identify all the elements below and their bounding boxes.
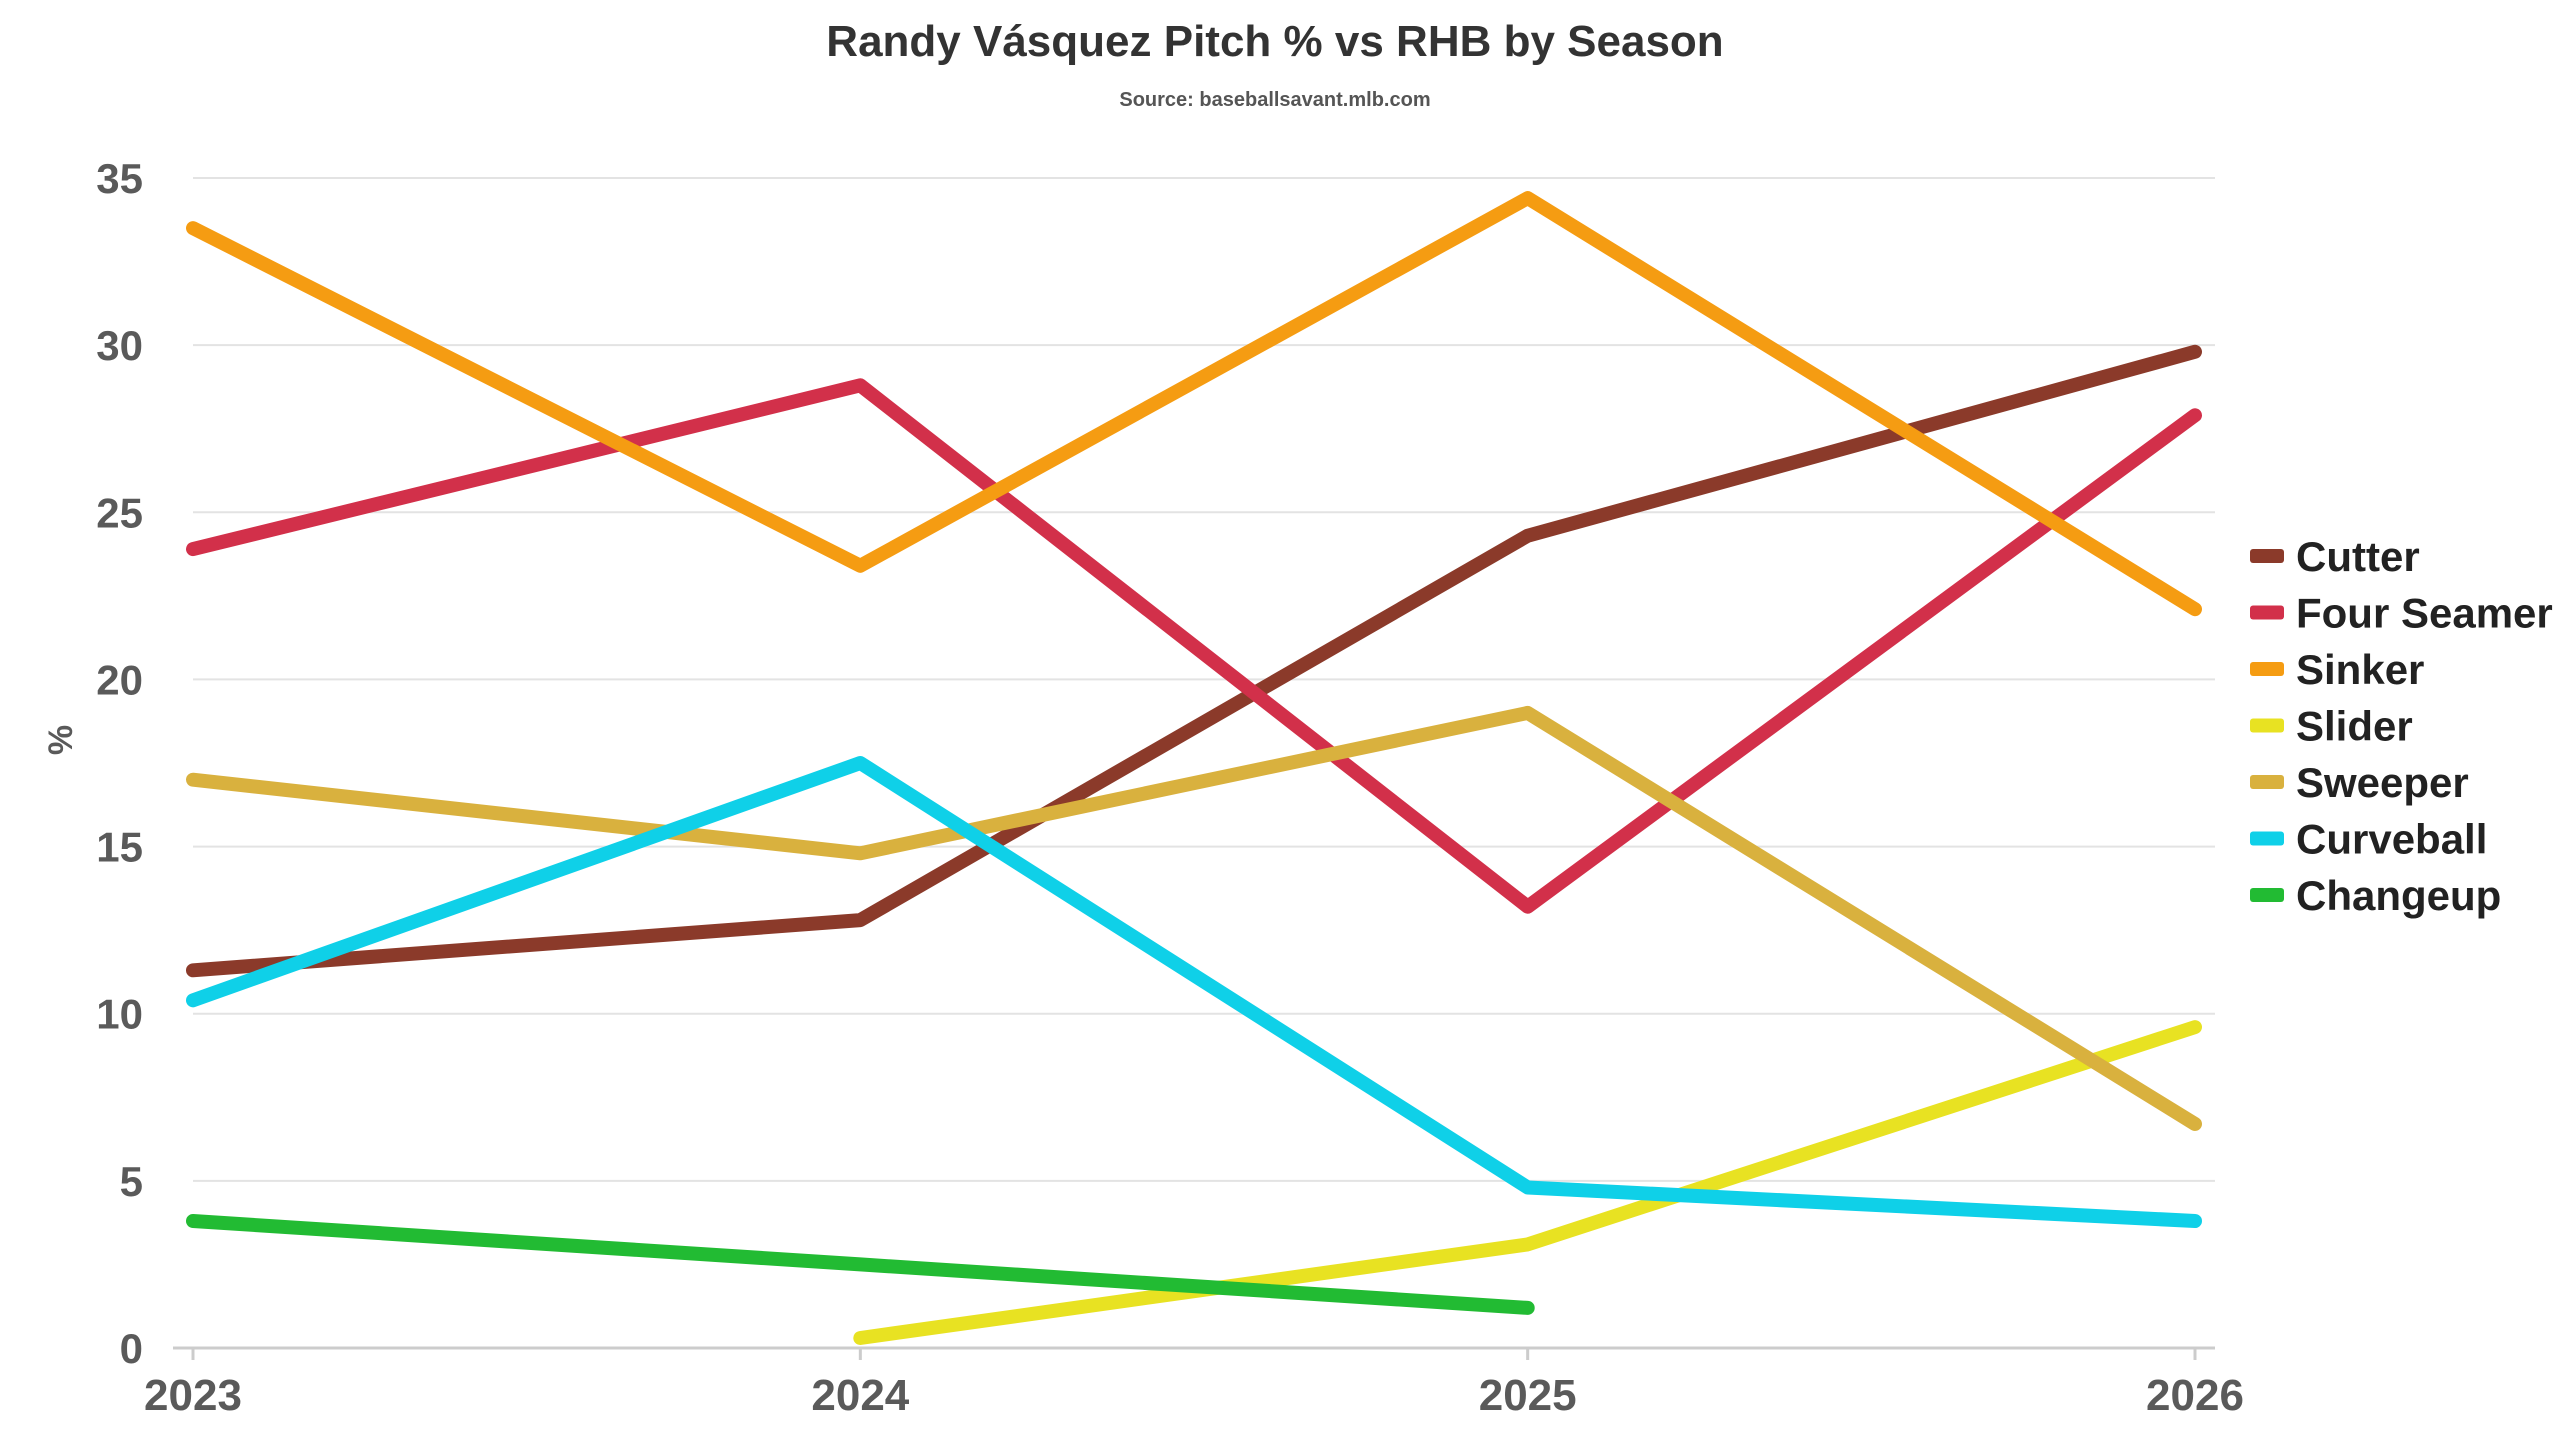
y-tick-label: 5 <box>120 1158 143 1205</box>
series-line-sweeper <box>186 705 2202 1131</box>
chart-title: Randy Vásquez Pitch % vs RHB by Season <box>826 17 1723 66</box>
legend-swatch-sweeper <box>2250 775 2284 789</box>
series-line-curveball <box>186 756 2202 1228</box>
legend-label-curveball: Curveball <box>2296 816 2487 863</box>
y-tick-label: 0 <box>120 1325 143 1372</box>
legend-label-four-seamer: Four Seamer <box>2296 590 2553 637</box>
legend-swatch-sinker <box>2250 662 2284 676</box>
y-tick-label: 20 <box>96 656 143 703</box>
y-tick-label: 10 <box>96 991 143 1038</box>
series-line-sinker <box>186 191 2202 617</box>
legend-swatch-changeup <box>2250 888 2284 902</box>
legend-swatch-curveball <box>2250 831 2284 846</box>
legend-label-sweeper: Sweeper <box>2296 759 2469 806</box>
legend-swatch-four-seamer <box>2250 605 2284 620</box>
legend-swatch-cutter <box>2250 549 2284 563</box>
series-line-changeup <box>186 1214 1535 1315</box>
legend-label-slider: Slider <box>2296 703 2413 750</box>
x-tick-label: 2023 <box>144 1371 242 1420</box>
legend: Cutter Four Seamer Sinker Slider Sweeper Curv… <box>2250 533 2553 919</box>
legend-label-sinker: Sinker <box>2296 646 2424 693</box>
y-tick-label: 30 <box>96 322 143 369</box>
chart-subtitle: Source: baseballsavant.mlb.com <box>1119 89 1430 111</box>
grid-lines <box>193 177 2215 1182</box>
series-lines <box>186 191 2202 1345</box>
y-axis-label: % <box>42 725 80 755</box>
x-tick-label: 2024 <box>811 1371 909 1420</box>
x-tick-label: 2026 <box>2146 1371 2244 1420</box>
y-tick-label: 35 <box>96 155 143 202</box>
series-line-cutter <box>186 344 2202 978</box>
legend-label-changeup: Changeup <box>2296 872 2501 919</box>
y-tick-label: 25 <box>96 489 143 536</box>
legend-label-cutter: Cutter <box>2296 533 2420 580</box>
series-line-four-seamer <box>186 378 2202 914</box>
x-tick-label: 2025 <box>1479 1371 1577 1420</box>
legend-swatch-slider <box>2250 718 2284 733</box>
series-line-slider <box>853 1020 2202 1345</box>
y-tick-label: 15 <box>96 824 143 871</box>
